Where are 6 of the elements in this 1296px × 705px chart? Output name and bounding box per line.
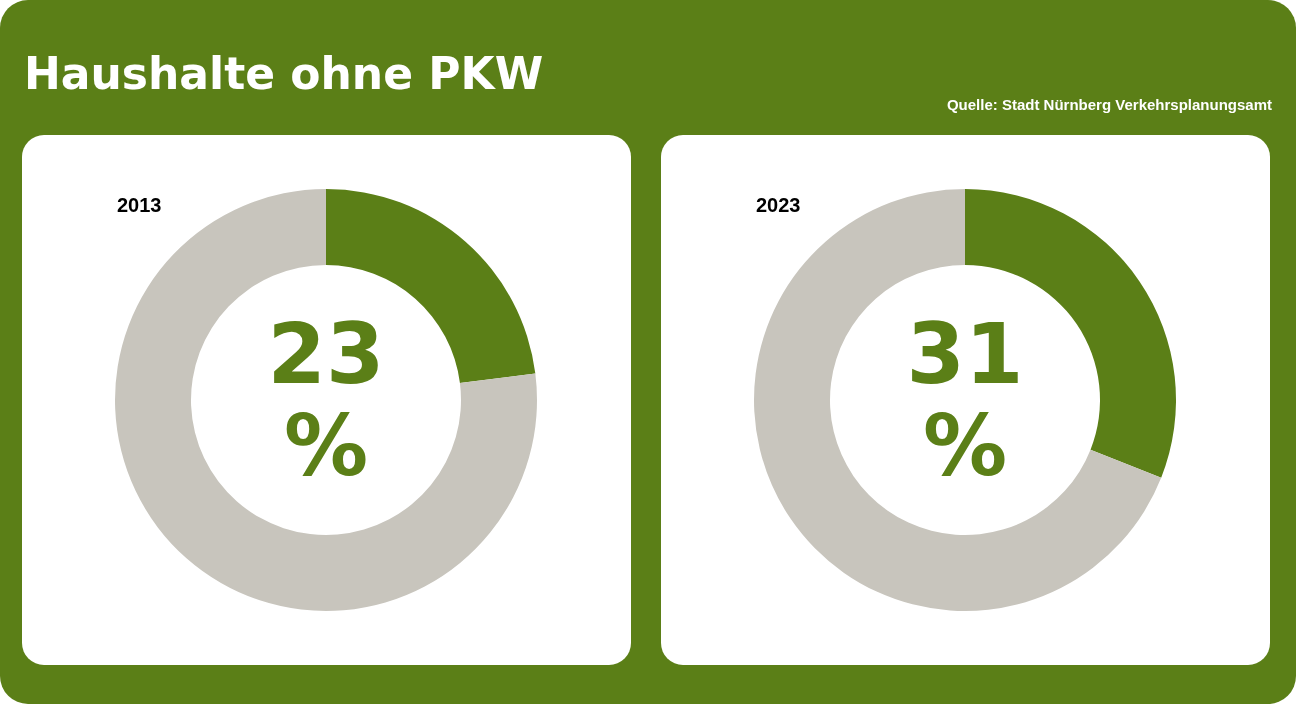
text: Haushalte ohne PKW	[24, 48, 544, 99]
data-label: 23 %	[267, 305, 385, 495]
source-note: Quelle: Stadt Nürnberg Verkehrsplanungsamt	[946, 96, 1272, 113]
chart-title: 2013	[117, 194, 162, 216]
data-label: 31 %	[906, 305, 1024, 495]
chart-title: 2023	[756, 194, 801, 216]
